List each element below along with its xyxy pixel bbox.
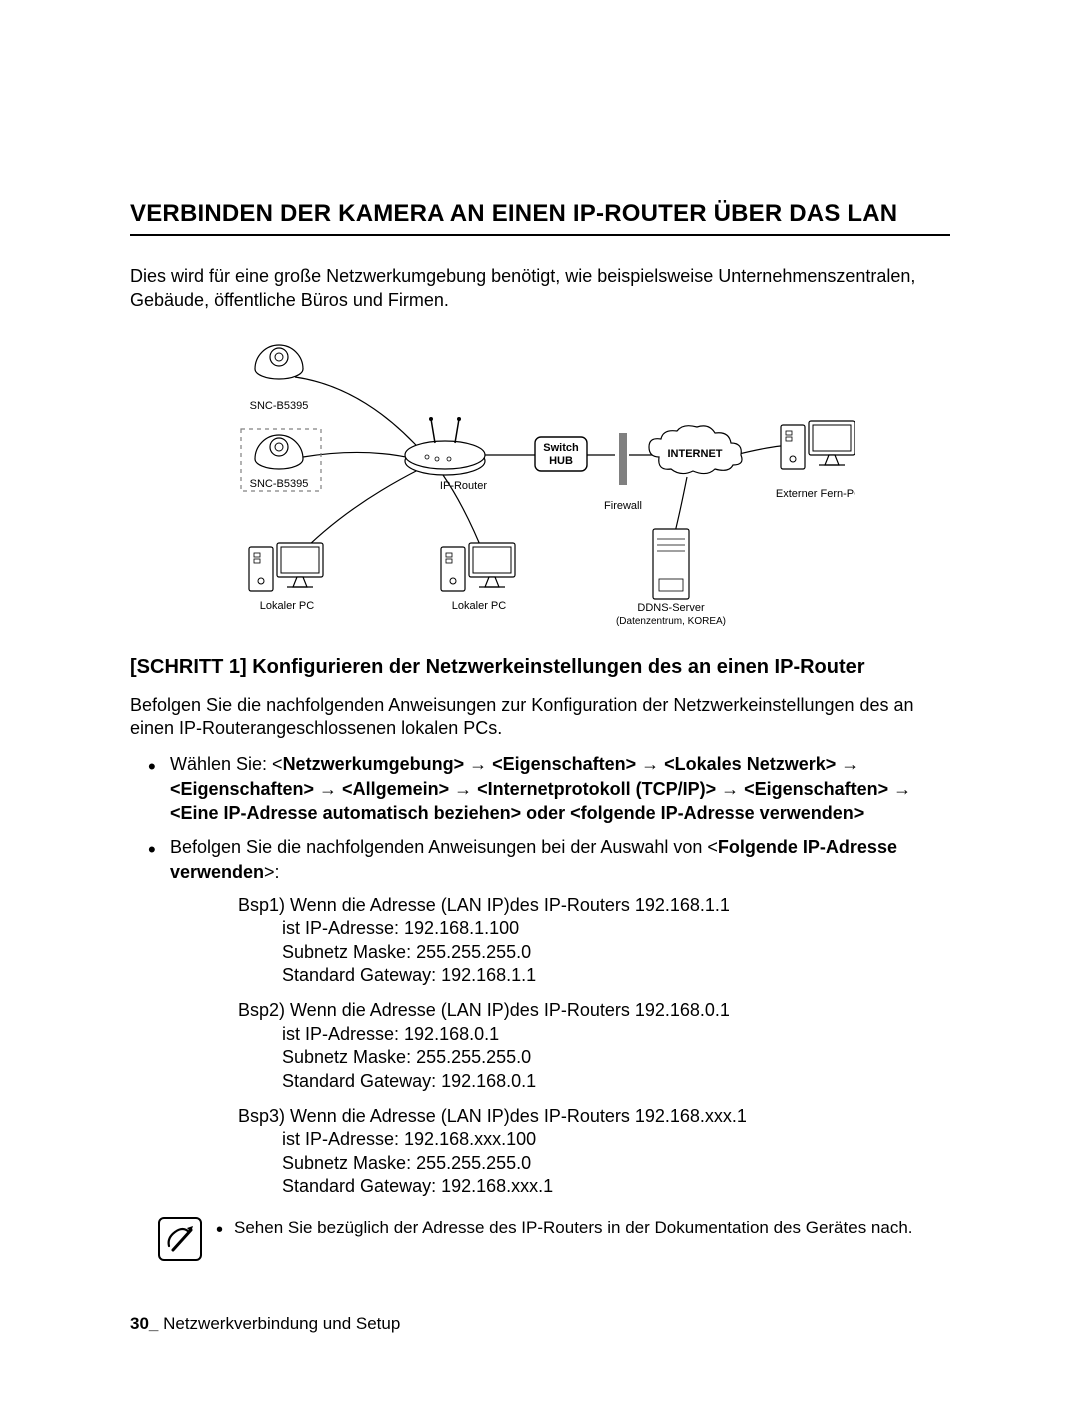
examples: Bsp1) Wenn die Adresse (LAN IP)des IP-Ro… (170, 894, 950, 1199)
example-2-line-1: ist IP-Adresse: 192.168.0.1 (282, 1023, 950, 1046)
example-2-line-2: Subnetz Maske: 255.255.255.0 (282, 1046, 950, 1069)
step1-heading: [SCHRITT 1] Konfigurieren der Netzwerkei… (130, 655, 950, 680)
note-row: Sehen Sie bezüglich der Adresse des IP-R… (130, 1217, 950, 1261)
diagram-label-switch: Switch (543, 442, 579, 454)
diagram-label-extpc: Externer Fern-PC (776, 488, 855, 500)
example-2-line-3: Standard Gateway: 192.168.0.1 (282, 1070, 950, 1093)
diagram-label-camera-top: SNC-B5395 (250, 400, 309, 412)
page-footer: 30_ Netzwerkverbindung und Setup (130, 1314, 400, 1334)
diagram-label-firewall: Firewall (604, 500, 642, 512)
example-1-line-1: ist IP-Adresse: 192.168.1.100 (282, 917, 950, 940)
bullet-list: Wählen Sie: <Netzwerkumgebung> → <Eigens… (130, 752, 950, 1198)
bullet-2-suffix: >: (264, 862, 280, 882)
bullet-1: Wählen Sie: <Netzwerkumgebung> → <Eigens… (170, 752, 950, 825)
diagram-label-ddns-sub: (Datenzentrum, KOREA) (616, 616, 726, 627)
example-2-title: Bsp2) Wenn die Adresse (LAN IP)des IP-Ro… (238, 999, 950, 1022)
step1-instruction: Befolgen Sie die nachfolgenden Anweisung… (130, 694, 950, 741)
example-3-title: Bsp3) Wenn die Adresse (LAN IP)des IP-Ro… (238, 1105, 950, 1128)
page-title: VERBINDEN DER KAMERA AN EINEN IP-ROUTER … (130, 200, 950, 236)
example-3-line-1: ist IP-Adresse: 192.168.xxx.100 (282, 1128, 950, 1151)
diagram-label-localpc2: Lokaler PC (452, 600, 506, 612)
note-text: Sehen Sie bezüglich der Adresse des IP-R… (216, 1217, 913, 1240)
example-1-title: Bsp1) Wenn die Adresse (LAN IP)des IP-Ro… (238, 894, 950, 917)
diagram-label-internet: INTERNET (668, 448, 723, 460)
example-1: Bsp1) Wenn die Adresse (LAN IP)des IP-Ro… (238, 894, 950, 988)
example-2: Bsp2) Wenn die Adresse (LAN IP)des IP-Ro… (238, 999, 950, 1093)
page-number: 30_ (130, 1314, 158, 1333)
example-1-line-2: Subnetz Maske: 255.255.255.0 (282, 941, 950, 964)
diagram-label-ddns: DDNS-Server (637, 602, 705, 614)
bullet-1-prefix: Wählen Sie: < (170, 754, 283, 774)
bullet-2: Befolgen Sie die nachfolgenden Anweisung… (170, 835, 950, 1198)
diagram-label-camera-bottom: SNC-B5395 (250, 478, 309, 490)
network-diagram: SNC-B5395 SNC-B5395 IP-Router Switch HUB… (225, 337, 855, 627)
diagram-label-hub: HUB (549, 455, 573, 467)
example-1-line-3: Standard Gateway: 192.168.1.1 (282, 964, 950, 987)
example-3-line-2: Subnetz Maske: 255.255.255.0 (282, 1152, 950, 1175)
diagram-label-ip-router: IP-Router (440, 480, 487, 492)
example-3-line-3: Standard Gateway: 192.168.xxx.1 (282, 1175, 950, 1198)
footer-text: Netzwerkverbindung und Setup (158, 1314, 400, 1333)
diagram-label-localpc1: Lokaler PC (260, 600, 314, 612)
note-icon (158, 1217, 202, 1261)
intro-text: Dies wird für eine große Netzwerkumgebun… (130, 264, 950, 313)
example-3: Bsp3) Wenn die Adresse (LAN IP)des IP-Ro… (238, 1105, 950, 1199)
bullet-2-prefix: Befolgen Sie die nachfolgenden Anweisung… (170, 837, 718, 857)
